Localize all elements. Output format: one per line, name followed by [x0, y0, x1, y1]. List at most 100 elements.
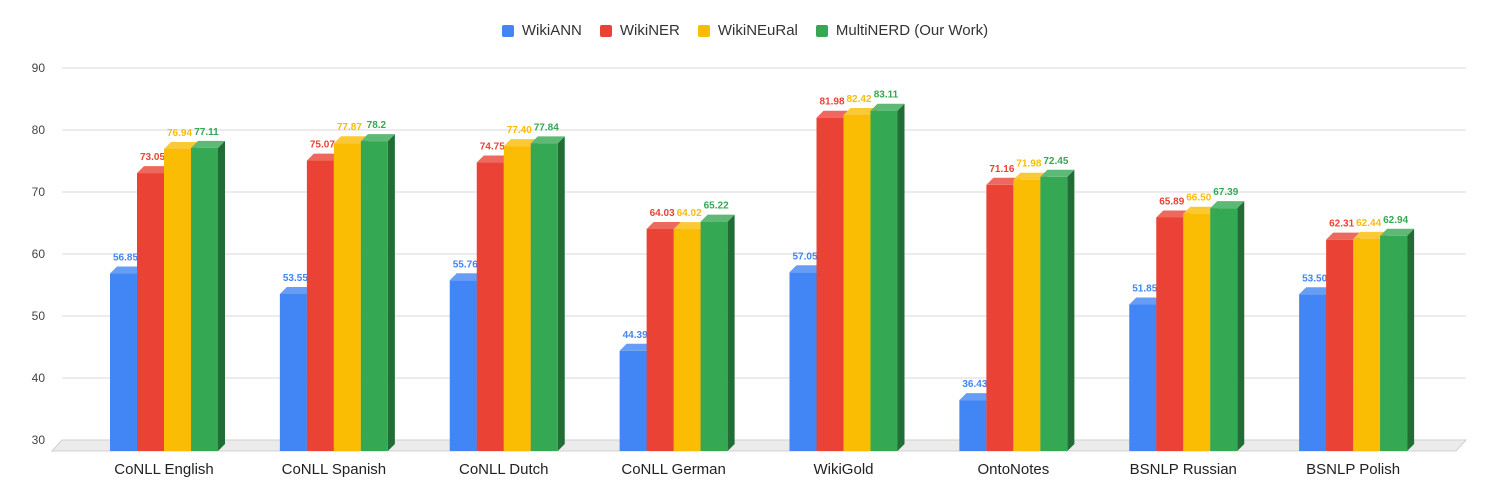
bar-ontonotes-multinerd-our-work-top: [1040, 169, 1075, 177]
bar-bsnlp-russian-wikineural-top: [1183, 206, 1218, 214]
legend-item-wikiner: WikiNER: [599, 22, 680, 39]
bar-conll-english-wikineural-top: [164, 141, 198, 149]
bar-bsnlp-polish-wikiann: [1299, 294, 1327, 451]
bar-conll-english-wikiner-top: [137, 166, 171, 174]
data-label: 77.87: [337, 122, 362, 133]
data-label: 81.98: [819, 97, 844, 108]
bar-bsnlp-russian-wikiner-top: [1156, 210, 1191, 218]
y-tick-label: 30: [32, 433, 46, 447]
bar-ontonotes-wikiner-top: [986, 177, 1021, 185]
bar-bsnlp-polish-wikineural-top: [1353, 231, 1388, 239]
bar-conll-german-multinerd-our-work-side: [727, 214, 735, 451]
y-tick-label: 90: [32, 61, 46, 75]
bar-conll-dutch-wikineural-top: [503, 139, 538, 147]
bar-conll-dutch-wikiner: [476, 162, 504, 452]
x-tick-label: BSNLP Polish: [1306, 461, 1400, 478]
data-label: 82.42: [846, 94, 871, 105]
data-label: 66.50: [1186, 193, 1211, 204]
data-label: 44.39: [623, 330, 648, 341]
category-group-bsnlp-polish: 53.50 62.31 62.44 62.94: [1299, 215, 1415, 451]
bar-conll-german-wikineural-top: [673, 222, 708, 230]
y-tick-label: 50: [32, 309, 46, 323]
category-group-conll-english: 56.85 73.05 76.94 77.11: [110, 127, 225, 452]
bar-ontonotes-wikineural: [1013, 179, 1041, 451]
data-label: 55.76: [453, 259, 478, 270]
legend-item-wikiann: WikiANN: [501, 22, 582, 39]
data-label: 36.43: [962, 379, 987, 390]
data-label: 62.31: [1329, 219, 1354, 230]
legend-label: WikiANN: [521, 22, 582, 39]
bar-conll-german-multinerd-our-work-top: [700, 214, 735, 222]
data-label: 77.84: [534, 122, 559, 133]
bar-wikigold-wikiann: [789, 272, 817, 451]
bar-ontonotes-wikiann-top: [959, 393, 994, 401]
bar-conll-dutch-multinerd-our-work-side: [557, 136, 565, 451]
bar-bsnlp-russian-wikiann: [1129, 304, 1157, 451]
legend-label: MultiNERD (Our Work): [835, 22, 989, 39]
data-label: 64.02: [677, 208, 702, 219]
x-tick-label: OntoNotes: [978, 461, 1050, 478]
data-label: 72.45: [1043, 156, 1068, 167]
bar-ontonotes-wikiner: [986, 184, 1014, 452]
bar-conll-spanish-wikiann: [279, 293, 307, 451]
data-label: 74.75: [480, 142, 505, 153]
bar-conll-english-multinerd-our-work-side: [218, 140, 225, 451]
data-label: 75.07: [310, 140, 335, 151]
data-label: 56.85: [113, 253, 138, 264]
data-label: 62.44: [1356, 218, 1381, 229]
bar-conll-english-wikiner: [137, 173, 164, 451]
bar-conll-english-wikiann-top: [110, 266, 144, 274]
bar-bsnlp-russian-wikineural: [1183, 213, 1211, 451]
bar-wikigold-wikiann-top: [789, 265, 824, 273]
y-tick-label: 40: [32, 371, 46, 385]
data-label: 62.94: [1383, 215, 1408, 226]
data-label: 71.98: [1016, 159, 1041, 170]
y-tick-label: 70: [32, 185, 46, 199]
bar-bsnlp-russian-multinerd-our-work-side: [1237, 201, 1245, 451]
bar-bsnlp-polish-multinerd-our-work-side: [1407, 228, 1415, 451]
bar-bsnlp-polish-wikineural: [1353, 238, 1381, 451]
bar-conll-english-wikiann: [110, 273, 137, 451]
bar-conll-spanish-multinerd-our-work: [360, 141, 388, 451]
data-label: 53.50: [1302, 273, 1327, 284]
data-label: 73.05: [140, 152, 165, 163]
bar-bsnlp-polish-multinerd-our-work-top: [1380, 228, 1415, 236]
legend-label: WikiNER: [619, 22, 680, 39]
y-tick-label: 80: [32, 123, 46, 137]
data-label: 53.55: [283, 273, 308, 284]
x-tick-label: WikiGold: [813, 461, 873, 478]
bar-bsnlp-polish-wikiner-top: [1326, 232, 1361, 240]
bar-ontonotes-multinerd-our-work-side: [1067, 169, 1075, 451]
bar-conll-dutch-wikiann-top: [449, 273, 484, 281]
bar-conll-spanish-wikineural: [333, 143, 361, 451]
legend-swatch: [501, 24, 514, 37]
bar-conll-dutch-multinerd-our-work-top: [530, 136, 565, 144]
legend-swatch: [697, 24, 710, 37]
bar-ontonotes-wikiann: [959, 400, 987, 451]
bar-conll-spanish-multinerd-our-work-side: [387, 134, 395, 451]
bar-conll-german-wikiner: [646, 229, 674, 451]
bar-conll-spanish-wikineural-top: [333, 136, 368, 144]
legend-item-multinerd-our-work: MultiNERD (Our Work): [815, 22, 989, 39]
bar-ontonotes-wikineural-top: [1013, 172, 1048, 180]
data-label: 51.85: [1132, 284, 1157, 295]
category-group-wikigold: 57.05 81.98 82.42 83.11: [789, 90, 905, 451]
chart-floor: [50, 439, 1468, 452]
bar-ontonotes-multinerd-our-work: [1040, 176, 1068, 451]
data-label: 65.89: [1159, 196, 1184, 207]
bar-conll-spanish-wikiner-top: [306, 153, 341, 161]
bar-conll-dutch-wikiann: [449, 280, 477, 451]
data-label: 83.11: [874, 90, 899, 101]
x-tick-label: CoNLL English: [114, 461, 214, 478]
y-tick-label: 60: [32, 247, 46, 261]
bar-conll-spanish-multinerd-our-work-top: [360, 134, 395, 142]
bar-bsnlp-russian-wikiann-top: [1129, 297, 1164, 305]
bar-conll-german-wikiann: [619, 350, 647, 451]
x-tick-label: CoNLL Dutch: [459, 461, 549, 478]
bar-conll-dutch-wikineural: [503, 146, 531, 451]
bar-bsnlp-russian-multinerd-our-work: [1210, 208, 1238, 451]
